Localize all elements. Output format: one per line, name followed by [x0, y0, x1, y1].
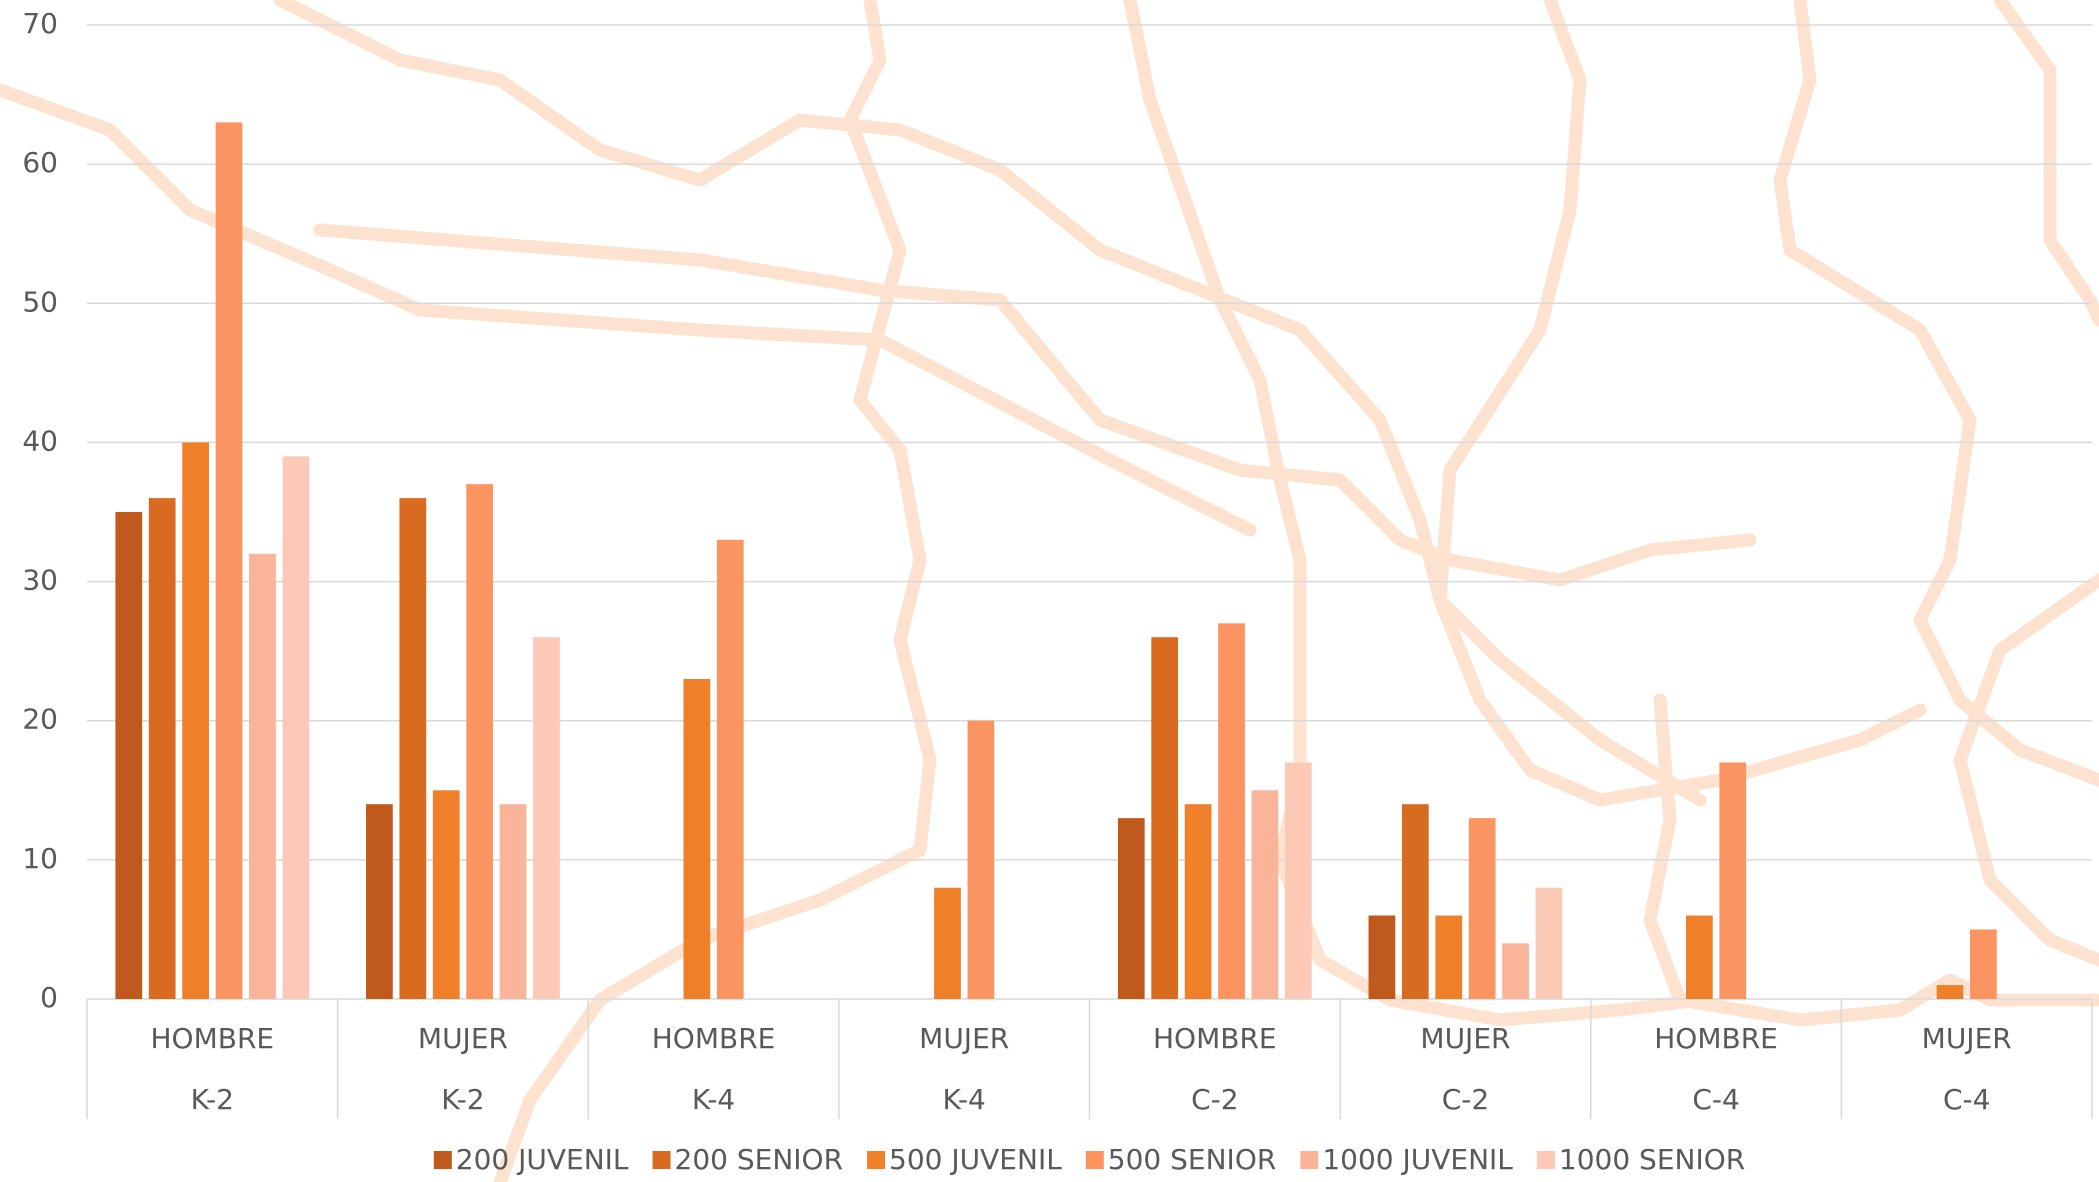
- legend-label: 200 JUVENIL: [456, 1143, 629, 1176]
- y-tick-label: 60: [22, 146, 58, 179]
- bar: [934, 888, 961, 999]
- legend-label: 1000 SENIOR: [1559, 1143, 1745, 1176]
- y-tick-label: 40: [22, 424, 58, 457]
- bar: [533, 637, 560, 999]
- x-tick-label: HOMBRE: [1654, 1022, 1778, 1055]
- bar: [366, 804, 393, 999]
- legend-swatch: [867, 1151, 885, 1169]
- bar: [1151, 637, 1178, 999]
- bar: [968, 721, 995, 999]
- y-tick-label: 50: [22, 285, 58, 318]
- bar: [466, 484, 493, 999]
- x-group-label: C-4: [1692, 1083, 1739, 1116]
- bar: [282, 456, 309, 999]
- x-group-label: K-2: [191, 1083, 234, 1116]
- bar: [216, 122, 243, 999]
- x-tick-label: MUJER: [1922, 1022, 2012, 1055]
- bar: [149, 498, 176, 999]
- legend-label: 200 SENIOR: [675, 1143, 844, 1176]
- bar: [1435, 916, 1462, 999]
- bar: [683, 679, 710, 999]
- x-group-label: C-2: [1191, 1083, 1238, 1116]
- bar: [433, 790, 460, 999]
- bar: [399, 498, 426, 999]
- legend-swatch: [653, 1151, 671, 1169]
- bar: [1285, 762, 1312, 999]
- x-group-label: K-2: [441, 1083, 484, 1116]
- legend-label: 500 SENIOR: [1108, 1143, 1277, 1176]
- legend-swatch: [1300, 1151, 1318, 1169]
- bar: [1937, 985, 1964, 999]
- x-tick-label: MUJER: [919, 1022, 1009, 1055]
- y-tick-label: 0: [40, 981, 58, 1014]
- bar: [1252, 790, 1279, 999]
- x-group-label: K-4: [692, 1083, 735, 1116]
- bar: [1970, 929, 1997, 999]
- y-tick-label: 10: [22, 842, 58, 875]
- y-tick-label: 30: [22, 564, 58, 597]
- legend-swatch: [1537, 1151, 1555, 1169]
- y-tick-label: 70: [22, 7, 58, 40]
- x-tick-label: HOMBRE: [652, 1022, 776, 1055]
- bar: [1469, 818, 1496, 999]
- bar: [1502, 943, 1529, 999]
- legend-label: 500 JUVENIL: [889, 1143, 1062, 1176]
- bar: [1185, 804, 1212, 999]
- y-tick-label: 20: [22, 703, 58, 736]
- x-tick-label: HOMBRE: [151, 1022, 275, 1055]
- x-tick-label: MUJER: [1420, 1022, 1510, 1055]
- x-group-label: C-2: [1442, 1083, 1489, 1116]
- bar: [1118, 818, 1145, 999]
- bar: [1719, 762, 1746, 999]
- legend-label: 1000 JUVENIL: [1322, 1143, 1513, 1176]
- x-tick-label: MUJER: [418, 1022, 508, 1055]
- bar: [182, 442, 209, 999]
- bar: [500, 804, 527, 999]
- bar: [249, 554, 276, 999]
- bar: [1402, 804, 1429, 999]
- legend-swatch: [434, 1151, 452, 1169]
- bar: [1369, 916, 1396, 999]
- legend-swatch: [1086, 1151, 1104, 1169]
- x-group-label: C-4: [1943, 1083, 1990, 1116]
- x-tick-label: HOMBRE: [1153, 1022, 1277, 1055]
- x-group-label: K-4: [943, 1083, 986, 1116]
- bar: [1218, 623, 1245, 999]
- chart: 0 10 20 30 40 50 60 70 HOMBRE K-2 MUJER K-2 HOMBRE K-…: [0, 0, 2099, 1182]
- bar: [1686, 916, 1713, 999]
- background-sketch: [0, 0, 2099, 1182]
- legend: 200 JUVENIL 200 SENIOR 500 JUVENIL 500 SENI…: [434, 1143, 1745, 1176]
- bar: [717, 540, 744, 999]
- bar: [115, 512, 142, 999]
- bar: [1536, 888, 1563, 999]
